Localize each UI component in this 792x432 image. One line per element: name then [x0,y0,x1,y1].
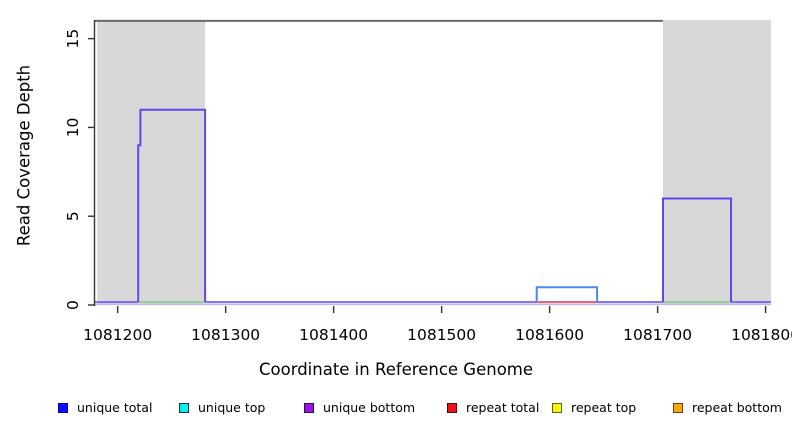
x-axis-title: Coordinate in Reference Genome [258,360,534,379]
x-tick-label: 1081600 [515,326,584,344]
repeat-top-swatch-icon [552,403,562,413]
y-axis-title: Read Coverage Depth [14,64,34,247]
legend-item-repeat-bottom: repeat bottom [673,399,782,417]
x-tick-label: 1081200 [83,326,152,344]
legend-label: repeat total [466,400,540,415]
legend-label: unique bottom [323,400,416,415]
legend-item-unique-total: unique total [58,399,152,417]
x-tick-label: 1081300 [191,326,260,344]
repeat-bottom-swatch-icon [673,403,683,413]
unique-coverage-block-2 [662,197,732,302]
y-tick-label: 5 [64,211,82,221]
x-tick-label: 1081500 [407,326,476,344]
legend-item-repeat-top: repeat top [552,399,636,417]
unique-top-coverage-block [535,286,599,302]
y-tick-label: 10 [64,118,82,138]
y-tick-label: 0 [64,300,82,310]
unique-bottom-swatch-icon [304,403,314,413]
x-tick-label: 1081700 [623,326,692,344]
repeat-region-right [663,20,771,304]
legend: unique total unique top unique bottom re… [0,399,792,421]
legend-label: unique top [198,400,266,415]
x-tick-label: 1081800 [731,326,792,344]
legend-item-repeat-total: repeat total [447,399,539,417]
unique-total-swatch-icon [58,403,68,413]
x-tick-label: 1081400 [299,326,368,344]
legend-item-unique-top: unique top [179,399,265,417]
legend-label: unique total [77,400,153,415]
legend-item-unique-bottom: unique bottom [304,399,415,417]
unique-top-swatch-icon [179,403,189,413]
legend-label: repeat top [571,400,637,415]
repeat-total-swatch-icon [447,403,457,413]
repeat-region-left [97,20,206,304]
legend-label: repeat bottom [692,400,782,415]
y-tick-label: 15 [64,29,82,49]
unique-coverage-block-1 [137,108,207,302]
